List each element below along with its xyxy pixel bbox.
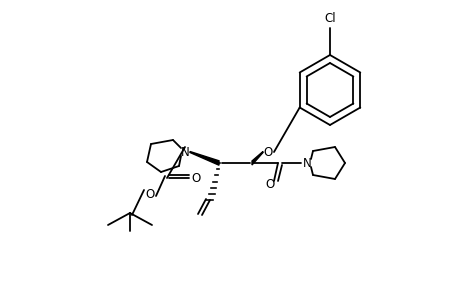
Text: N: N (180, 146, 189, 158)
Text: O: O (265, 178, 274, 191)
Polygon shape (252, 152, 263, 165)
Polygon shape (190, 152, 218, 165)
Text: Cl: Cl (324, 11, 335, 25)
Text: N: N (302, 157, 311, 169)
Text: O: O (263, 146, 272, 158)
Text: O: O (145, 188, 154, 200)
Text: O: O (191, 172, 200, 184)
